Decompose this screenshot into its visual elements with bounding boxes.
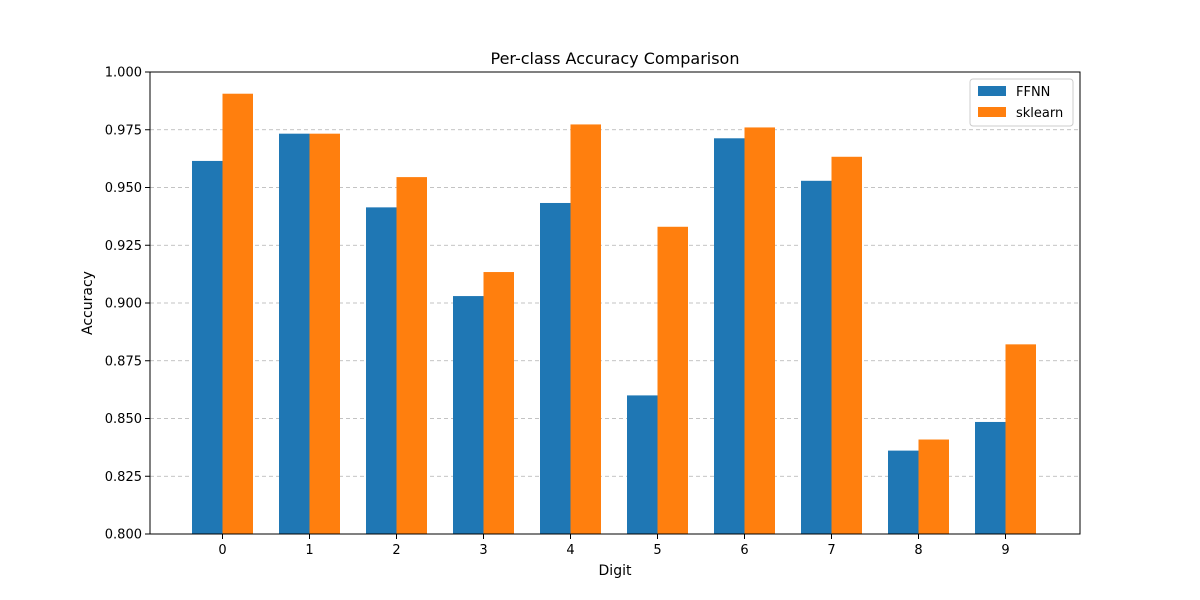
bar-ffnn-digit-9 bbox=[975, 421, 1006, 534]
bar-sklearn-digit-4 bbox=[570, 124, 601, 534]
x-tick-label: 7 bbox=[827, 543, 835, 558]
x-tick-label: 4 bbox=[566, 543, 574, 558]
x-tick-label: 2 bbox=[392, 543, 400, 558]
bar-sklearn-digit-7 bbox=[831, 156, 862, 535]
y-tick-label: 0.875 bbox=[105, 354, 142, 369]
bar-sklearn-digit-2 bbox=[396, 177, 427, 535]
legend-label-ffnn: FFNN bbox=[1016, 85, 1050, 100]
y-tick-label: 1.000 bbox=[105, 66, 142, 81]
y-axis-label: Accuracy bbox=[80, 271, 96, 335]
y-tick-label: 0.900 bbox=[105, 297, 142, 312]
legend-swatch-ffnn bbox=[978, 86, 1006, 96]
x-tick-label: 0 bbox=[218, 543, 226, 558]
x-tick-label: 3 bbox=[479, 543, 487, 558]
x-axis-label: Digit bbox=[599, 563, 632, 579]
axis-ticks: 0.800 0.825 0.850 0.875 0.900 0.925 0.950 0.975… bbox=[105, 66, 1010, 559]
bar-sklearn-digit-0 bbox=[222, 93, 253, 535]
bar-sklearn-digit-5 bbox=[657, 226, 688, 534]
bar-ffnn-digit-4 bbox=[540, 202, 571, 535]
bar-ffnn-digit-0 bbox=[192, 160, 223, 534]
x-tick-label: 6 bbox=[740, 543, 748, 558]
x-tick-label: 9 bbox=[1001, 543, 1009, 558]
legend-swatch-sklearn bbox=[978, 107, 1006, 117]
bar-sklearn-digit-8 bbox=[918, 439, 949, 534]
bar-ffnn-digit-5 bbox=[627, 395, 658, 534]
bar-sklearn-digit-6 bbox=[744, 127, 775, 534]
bar-sklearn-digit-1 bbox=[309, 133, 340, 534]
x-tick-label: 5 bbox=[653, 543, 661, 558]
bar-ffnn-digit-1 bbox=[279, 133, 310, 534]
y-tick-label: 0.950 bbox=[105, 181, 142, 196]
y-tick-label: 0.850 bbox=[105, 412, 142, 427]
bar-ffnn-digit-3 bbox=[453, 296, 484, 534]
bar-sklearn-digit-9 bbox=[1005, 344, 1036, 534]
chart-title: Per-class Accuracy Comparison bbox=[491, 49, 740, 68]
bar-ffnn-digit-8 bbox=[888, 450, 919, 534]
y-tick-label: 0.825 bbox=[105, 470, 142, 485]
y-tick-label: 0.975 bbox=[105, 123, 142, 138]
x-tick-label: 8 bbox=[914, 543, 922, 558]
bar-ffnn-digit-2 bbox=[366, 207, 397, 534]
y-tick-label: 0.800 bbox=[105, 528, 142, 543]
bar-ffnn-digit-6 bbox=[714, 138, 745, 534]
bar-ffnn-digit-7 bbox=[801, 180, 832, 534]
legend: FFNN sklearn bbox=[969, 78, 1074, 127]
legend-label-sklearn: sklearn bbox=[1016, 106, 1063, 121]
x-tick-label: 1 bbox=[305, 543, 313, 558]
bar-sklearn-digit-3 bbox=[483, 272, 514, 534]
y-tick-label: 0.925 bbox=[105, 239, 142, 254]
bars bbox=[192, 93, 1036, 535]
